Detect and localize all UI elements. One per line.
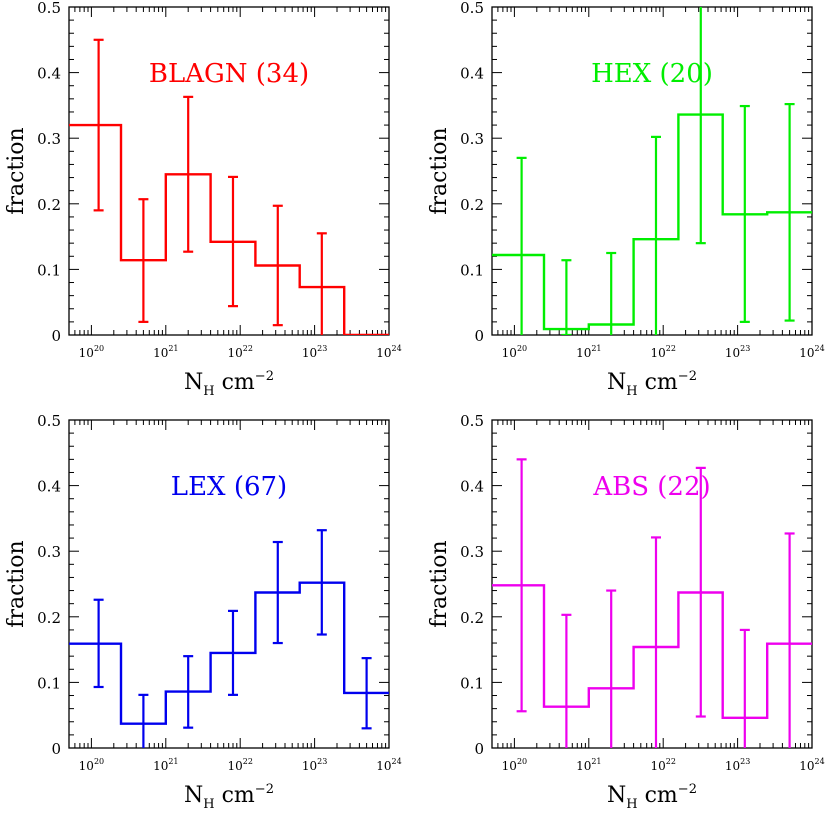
plot-frame xyxy=(491,419,813,749)
y-tick-label: 0.1 xyxy=(37,674,61,692)
x-tick-label: 1023 xyxy=(302,757,327,773)
x-tick-label: 1021 xyxy=(576,344,601,360)
y-tick-label: 0.4 xyxy=(37,478,61,496)
x-tick-label: 1020 xyxy=(79,344,104,360)
plot-frame xyxy=(68,6,390,336)
y-tick-label: 0.5 xyxy=(37,0,61,17)
histogram-step xyxy=(492,584,812,719)
y-tick-label: 0.2 xyxy=(37,609,61,627)
x-tick-label: 1024 xyxy=(376,757,401,773)
y-tick-label: 0.1 xyxy=(37,261,61,279)
x-tick-label: 1024 xyxy=(376,344,401,360)
y-axis-label: fraction xyxy=(427,127,452,214)
x-tick-label: 1024 xyxy=(799,344,824,360)
y-tick-label: 0.2 xyxy=(460,609,484,627)
y-axis-label: fraction xyxy=(4,127,29,214)
x-axis-label: NH cm−2 xyxy=(607,369,697,399)
panel-2: 0 0.1 0.2 0.3 0.4 0.5 1020 1021 1022 1023 1024 NH c… xyxy=(4,412,402,812)
y-tick-label: 0.1 xyxy=(460,261,484,279)
panel-1: 0 0.1 0.2 0.3 0.4 0.5 1020 1021 1022 1023 1024 NH c… xyxy=(427,0,825,399)
y-tick-label: 0.1 xyxy=(460,674,484,692)
y-tick-label: 0.4 xyxy=(460,65,484,83)
panel-title: HEX (20) xyxy=(591,59,713,89)
y-tick-label: 0.4 xyxy=(460,478,484,496)
x-tick-label: 1023 xyxy=(725,344,750,360)
y-tick-label: 0 xyxy=(51,327,61,345)
x-axis-label: NH cm−2 xyxy=(184,369,274,399)
x-tick-label: 1022 xyxy=(227,757,252,773)
y-tick-label: 0.5 xyxy=(460,412,484,430)
x-tick-label: 1024 xyxy=(799,757,824,773)
y-tick-label: 0 xyxy=(474,740,484,758)
panel-0: 0 0.1 0.2 0.3 0.4 0.5 1020 1021 1022 1023 1024 NH c… xyxy=(4,0,402,399)
y-tick-label: 0.5 xyxy=(37,412,61,430)
x-axis-label: NH cm−2 xyxy=(607,782,697,812)
panel-title: LEX (67) xyxy=(171,472,287,502)
x-tick-label: 1021 xyxy=(153,757,178,773)
x-tick-label: 1020 xyxy=(502,757,527,773)
x-tick-label: 1022 xyxy=(650,757,675,773)
plot-frame xyxy=(491,6,813,336)
histogram-step xyxy=(492,113,812,331)
x-axis-label: NH cm−2 xyxy=(184,782,274,812)
y-tick-label: 0.3 xyxy=(460,543,484,561)
histogram-step xyxy=(69,581,389,725)
histogram-step xyxy=(69,123,389,335)
panel-title: BLAGN (34) xyxy=(149,59,309,89)
panel-3: 0 0.1 0.2 0.3 0.4 0.5 1020 1021 1022 1023 1024 NH c… xyxy=(427,412,825,812)
x-tick-label: 1022 xyxy=(650,344,675,360)
x-tick-label: 1023 xyxy=(725,757,750,773)
y-axis-label: fraction xyxy=(4,540,29,627)
y-tick-label: 0.3 xyxy=(460,130,484,148)
panel-title: ABS (22) xyxy=(592,472,710,502)
plot-frame xyxy=(68,419,390,749)
x-tick-label: 1022 xyxy=(227,344,252,360)
y-tick-label: 0.3 xyxy=(37,543,61,561)
x-tick-label: 1020 xyxy=(502,344,527,360)
y-tick-label: 0.3 xyxy=(37,130,61,148)
x-tick-label: 1021 xyxy=(576,757,601,773)
y-tick-label: 0.5 xyxy=(460,0,484,17)
y-tick-label: 0.2 xyxy=(37,196,61,214)
y-tick-label: 0.4 xyxy=(37,65,61,83)
x-tick-label: 1021 xyxy=(153,344,178,360)
y-tick-label: 0 xyxy=(474,327,484,345)
y-axis-label: fraction xyxy=(427,540,452,627)
x-tick-label: 1020 xyxy=(79,757,104,773)
y-tick-label: 0.2 xyxy=(460,196,484,214)
y-tick-label: 0 xyxy=(51,740,61,758)
x-tick-label: 1023 xyxy=(302,344,327,360)
